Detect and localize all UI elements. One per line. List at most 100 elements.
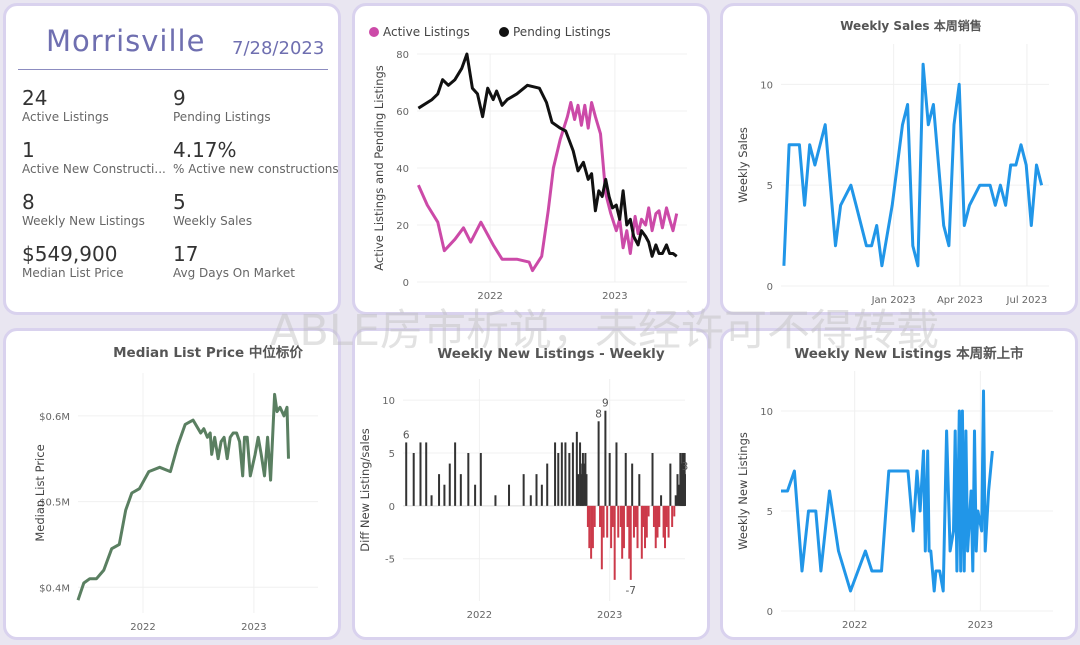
kpi-value: 8	[22, 190, 35, 214]
bar	[636, 505, 639, 549]
bar	[412, 453, 415, 506]
bar	[454, 442, 457, 506]
bar	[626, 505, 629, 527]
bar	[584, 453, 587, 506]
weekly-new-listings-chart-card: Weekly New Listings 本周新上市 0 5 10 2022 2023 Wee…	[720, 328, 1078, 640]
kpi-label: Median List Price	[22, 266, 124, 280]
bar	[667, 505, 670, 538]
chart-title: Median List Price 中位标价	[113, 344, 303, 361]
bar	[568, 453, 571, 506]
bar	[676, 474, 679, 506]
bar	[654, 505, 657, 549]
bar	[619, 505, 622, 527]
bar	[613, 505, 616, 580]
bar	[593, 505, 596, 527]
bar	[621, 505, 624, 559]
y-tick-label: 0	[767, 282, 773, 293]
x-tick-label: 2023	[241, 622, 266, 633]
kpi-label: % Active new constructions	[173, 162, 339, 176]
bar	[582, 463, 585, 506]
bar	[647, 505, 650, 517]
bar	[448, 463, 451, 506]
y-tick-label: 60	[396, 107, 409, 118]
data-label: 9	[602, 398, 609, 410]
legend-label: Pending Listings	[513, 25, 611, 39]
y-tick-label: 5	[767, 507, 773, 518]
bar	[590, 505, 593, 559]
bar	[508, 484, 511, 506]
weekly-sales-chart-card: Weekly Sales 本周销售 0 5 10 Jan 2023 Apr 2023 Jul…	[720, 3, 1078, 315]
bar	[585, 474, 588, 506]
bar	[438, 474, 441, 506]
kpi-value: 1	[22, 138, 35, 162]
y-tick-label: 0	[389, 502, 395, 513]
legend-marker	[499, 27, 509, 37]
y-axis-label: Active Listings and Pending Listings	[372, 65, 386, 271]
y-tick-label: $0.4M	[39, 583, 70, 594]
bar	[586, 505, 589, 527]
title-divider	[18, 69, 328, 70]
kpi-value: 24	[22, 86, 48, 110]
y-tick-label: -5	[385, 555, 395, 566]
bar	[632, 505, 635, 538]
bar	[684, 474, 686, 506]
bar	[640, 505, 643, 559]
bar	[624, 453, 627, 506]
bar	[554, 442, 557, 506]
bar	[474, 484, 477, 506]
kpi-label: Avg Days On Market	[173, 266, 295, 280]
x-tick-label: 2022	[477, 291, 502, 302]
kpi-label: Pending Listings	[173, 110, 271, 124]
median-price-chart-card: Median List Price 中位标价 $0.4M $0.5M $0.6M 202…	[3, 328, 341, 640]
listings-chart-card: 0 20 40 60 80 2022 2023 Active Listings and Pen…	[352, 3, 710, 315]
diff-listings-chart-card: Weekly New Listings - Weekly -5 0 5 10 2022 20…	[352, 328, 710, 640]
bar	[606, 505, 609, 538]
kpi-value: 9	[173, 86, 186, 110]
bar	[597, 421, 600, 506]
weekly-sales-chart: Weekly Sales 本周销售 0 5 10 Jan 2023 Apr 2023 Jul…	[736, 18, 1049, 306]
kpi-pending-listings: 9 Pending Listings	[173, 86, 271, 124]
y-tick-label: 40	[396, 164, 409, 175]
bar	[479, 453, 482, 506]
series-line	[782, 62, 1044, 268]
x-tick-label: 2023	[602, 291, 627, 302]
kpi-card: Morrisville 7/28/2023 24 Active Listings…	[3, 3, 341, 315]
kpi-avg-days-on-market: 17 Avg Days On Market	[173, 242, 295, 280]
bar	[615, 442, 618, 506]
bar	[522, 474, 525, 506]
bar	[638, 474, 641, 506]
data-label: 6	[403, 429, 410, 441]
kpi-active-listings: 24 Active Listings	[22, 86, 109, 124]
bar	[546, 463, 549, 506]
kpi-label: Active New Constructi...	[22, 162, 166, 176]
bar	[419, 442, 422, 506]
bar	[425, 442, 428, 506]
bar	[660, 495, 663, 506]
bar	[535, 474, 538, 506]
y-axis-label: Weekly Sales	[736, 127, 750, 203]
bar	[443, 484, 446, 506]
bar	[642, 505, 645, 527]
kpi-label: Weekly Sales	[173, 214, 253, 228]
bar	[579, 463, 582, 506]
kpi-median-list-price: $549,900 Median List Price	[22, 242, 124, 280]
y-tick-label: 0	[403, 278, 409, 289]
x-tick-label: Jan 2023	[871, 295, 916, 306]
bar	[588, 505, 591, 549]
bar	[529, 495, 532, 506]
y-axis-label: Diff New Listing/sales	[358, 428, 372, 551]
y-tick-label: $0.5M	[39, 498, 70, 509]
series-line	[781, 389, 994, 593]
series-line	[417, 52, 678, 258]
data-label: 8	[595, 408, 602, 420]
kpi-weekly-new-listings: 8 Weekly New Listings	[22, 190, 145, 228]
bar	[580, 474, 583, 506]
bar	[674, 495, 677, 506]
bar	[669, 463, 672, 506]
kpi-value: 4.17%	[173, 138, 237, 162]
kpi-value: 5	[173, 190, 186, 214]
bar	[459, 474, 462, 506]
x-tick-label: 2022	[130, 622, 155, 633]
bar	[651, 453, 654, 506]
bar	[645, 505, 648, 538]
